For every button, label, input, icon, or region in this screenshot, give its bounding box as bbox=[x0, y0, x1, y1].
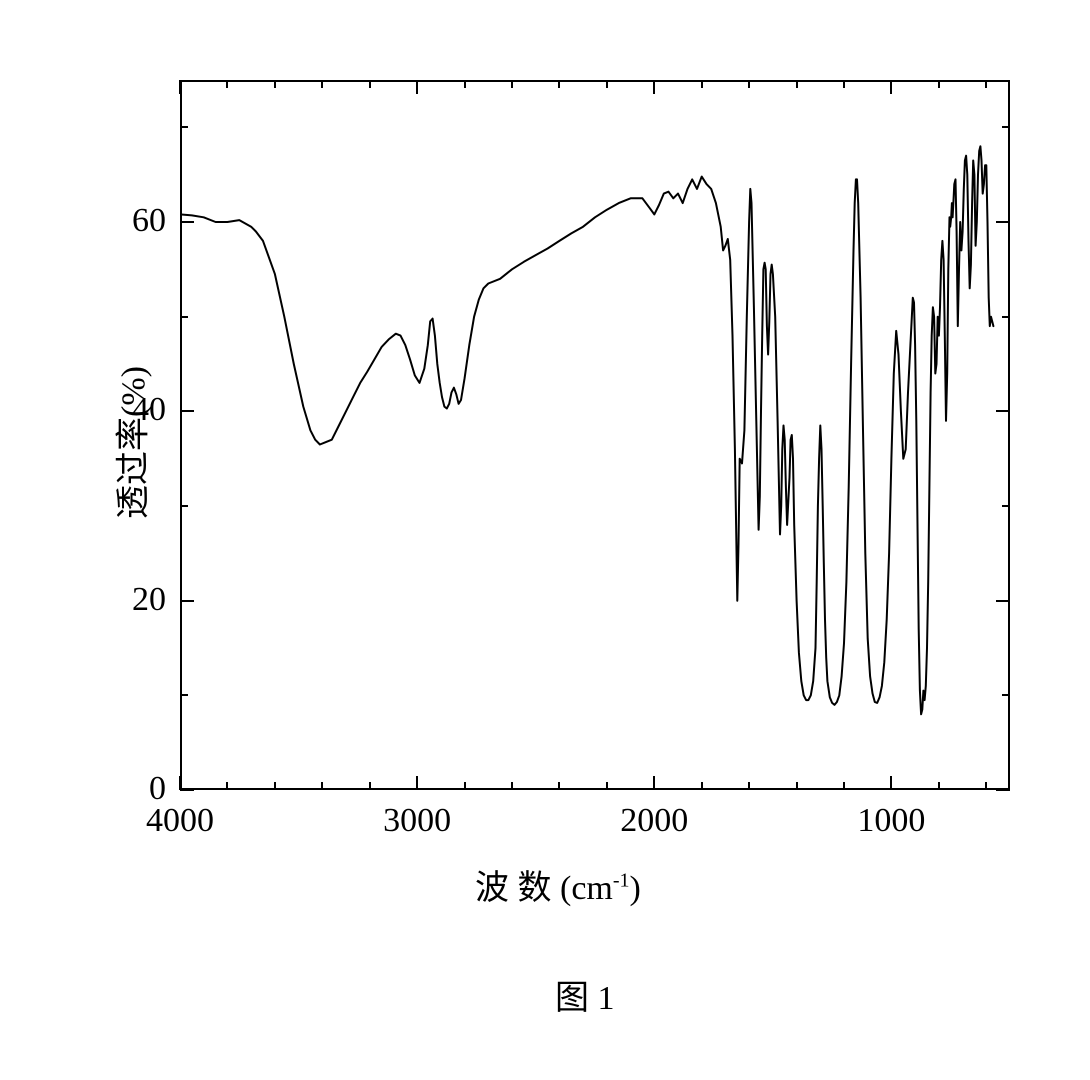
spectrum-curve bbox=[180, 80, 1010, 790]
x-axis-label-text: 波 数 (cm bbox=[475, 870, 613, 907]
x-tick-label: 1000 bbox=[841, 802, 941, 840]
y-tick-label: 20 bbox=[132, 581, 166, 619]
y-axis-label: 透过率(%) bbox=[106, 343, 155, 543]
x-tick-label: 4000 bbox=[130, 802, 230, 840]
figure-caption: 图 1 bbox=[555, 970, 615, 1019]
x-tick-label: 3000 bbox=[367, 802, 467, 840]
x-tick-label: 2000 bbox=[604, 802, 704, 840]
x-axis-label: 波 数 (cm-1) bbox=[475, 860, 641, 909]
x-axis-label-suffix: ) bbox=[630, 870, 641, 907]
x-axis-label-sup: -1 bbox=[613, 870, 630, 892]
y-tick-label: 0 bbox=[149, 770, 166, 808]
y-tick-label: 60 bbox=[132, 202, 166, 240]
